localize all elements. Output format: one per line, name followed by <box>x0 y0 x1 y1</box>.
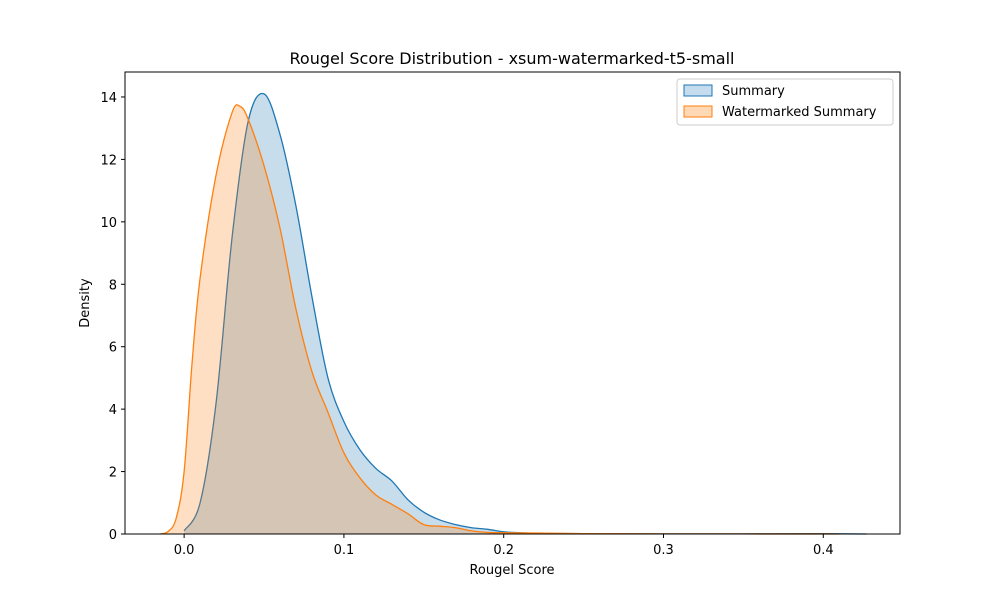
x-tick-label: 0.1 <box>334 543 355 558</box>
x-tick-label: 0.4 <box>813 543 834 558</box>
legend: Summary Watermarked Summary <box>676 78 894 126</box>
legend-label-watermarked-summary: Watermarked Summary <box>722 105 877 120</box>
x-axis-label: Rougel Score <box>469 563 554 578</box>
y-tick-label: 8 <box>109 278 117 293</box>
series-line-1 <box>159 104 840 535</box>
y-axis-label: Density <box>78 278 93 328</box>
x-tick-label: 0.0 <box>174 543 195 558</box>
series-fill-1 <box>160 104 840 534</box>
x-tick-label: 0.3 <box>653 543 674 558</box>
y-tick-label: 2 <box>109 466 117 481</box>
y-tick-label: 10 <box>100 216 117 231</box>
x-axis-ticks: 0.0 0.1 0.2 0.3 0.4 <box>174 534 834 558</box>
legend-swatch-watermarked-summary <box>683 105 713 118</box>
y-tick-label: 14 <box>100 91 117 106</box>
legend-swatch-summary <box>683 84 713 97</box>
y-tick-label: 12 <box>100 153 117 168</box>
plot-frame <box>124 71 901 535</box>
chart-title: Rougel Score Distribution - xsum-waterma… <box>290 49 735 68</box>
y-tick-label: 0 <box>109 528 117 543</box>
series-fill-0 <box>184 93 867 534</box>
y-tick-label: 4 <box>109 403 117 418</box>
series-layer <box>159 92 867 535</box>
legend-box <box>676 78 894 126</box>
legend-label-summary: Summary <box>722 84 785 99</box>
y-axis-ticks: 0 2 4 6 8 10 12 14 <box>100 91 125 543</box>
y-tick-label: 6 <box>109 341 117 356</box>
x-tick-label: 0.2 <box>493 543 514 558</box>
